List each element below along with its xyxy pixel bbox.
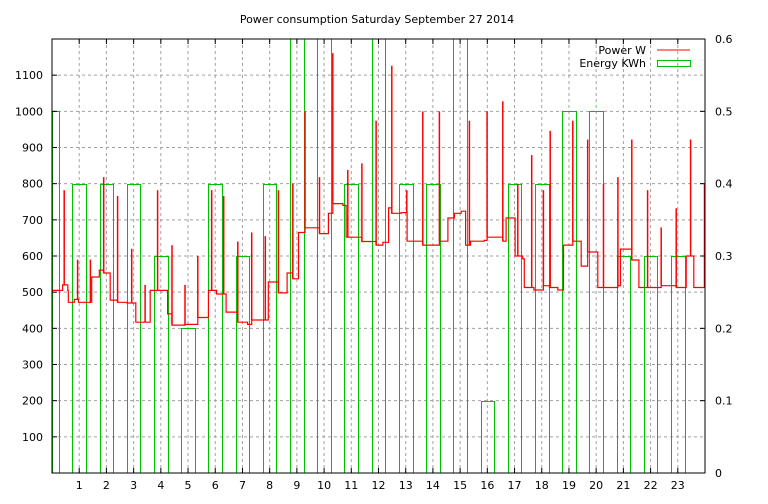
- energy-bar: [671, 256, 686, 473]
- y-tick-label: 1100: [15, 69, 43, 82]
- energy-bar: [72, 184, 87, 473]
- power-series: [52, 53, 705, 326]
- energy-bar: [100, 184, 114, 473]
- y2-tick-label: 0: [715, 467, 722, 480]
- legend-swatch-energy: [657, 60, 691, 67]
- x-tick-label: 2: [103, 479, 110, 492]
- x-tick-label: 16: [480, 479, 494, 492]
- energy-bar: [481, 401, 495, 473]
- energy-bar: [535, 184, 550, 473]
- x-tick-label: 4: [157, 479, 164, 492]
- legend: Power W Energy KWh: [579, 44, 691, 70]
- y-tick-label: 500: [22, 286, 43, 299]
- energy-bar: [617, 256, 631, 473]
- energy-bars: [52, 39, 686, 473]
- x-tick-label: 19: [562, 479, 576, 492]
- energy-bar: [236, 256, 250, 473]
- x-tick-label: 23: [671, 479, 685, 492]
- power-line: [52, 203, 705, 326]
- y-tick-label: 300: [22, 359, 43, 372]
- energy-bar: [562, 111, 577, 473]
- x-tick-label: 18: [535, 479, 549, 492]
- energy-bar: [644, 256, 658, 473]
- y-tick-label: 600: [22, 250, 43, 263]
- energy-bar: [263, 184, 277, 473]
- x-tick-label: 1: [76, 479, 83, 492]
- x-tick-label: 5: [185, 479, 192, 492]
- x-tick-label: 22: [644, 479, 658, 492]
- y-tick-label: 100: [22, 431, 43, 444]
- x-tick-label: 10: [317, 479, 331, 492]
- x-tick-label: 13: [399, 479, 413, 492]
- y-tick-label: 900: [22, 142, 43, 155]
- y-tick-label: 700: [22, 214, 43, 227]
- x-tick-label: 7: [239, 479, 246, 492]
- energy-bar: [344, 184, 359, 473]
- x-tick-label: 9: [293, 479, 300, 492]
- y-tick-label: 1000: [15, 105, 43, 118]
- y2-tick-label: 0.1: [715, 395, 733, 408]
- y2-tick-label: 0.6: [715, 33, 733, 46]
- energy-bar: [52, 111, 60, 473]
- energy-bar: [127, 184, 141, 473]
- x-tick-label: 21: [616, 479, 630, 492]
- x-tick-label: 14: [426, 479, 440, 492]
- y2-tick-label: 0.5: [715, 105, 733, 118]
- y-tick-label: 200: [22, 395, 43, 408]
- energy-bar: [453, 39, 468, 473]
- y-tick-label: 400: [22, 322, 43, 335]
- energy-bar: [154, 256, 169, 473]
- x-tick-label: 15: [453, 479, 467, 492]
- grid: [52, 39, 705, 473]
- energy-bar: [372, 39, 386, 473]
- energy-bar: [589, 111, 604, 473]
- x-tick-label: 11: [344, 479, 358, 492]
- x-tick-label: 17: [508, 479, 522, 492]
- energy-bar: [399, 184, 414, 473]
- x-tick-label: 12: [372, 479, 386, 492]
- y-tick-label: 800: [22, 178, 43, 191]
- axis-ticks: 1 2 3 4 5 6 7 8 9 10 11 12 13 14 15 16 17 18 19 20 21 22 23100…: [15, 33, 733, 492]
- x-tick-label: 20: [589, 479, 603, 492]
- energy-bar: [317, 39, 332, 473]
- energy-bar: [208, 184, 223, 473]
- energy-bar: [508, 184, 522, 473]
- energy-bar: [181, 328, 196, 473]
- legend-label-energy: Energy KWh: [579, 57, 646, 70]
- x-tick-label: 3: [130, 479, 137, 492]
- x-tick-label: 6: [212, 479, 219, 492]
- energy-bar: [426, 184, 441, 473]
- chart-title: Power consumption Saturday September 27 …: [240, 13, 514, 26]
- x-tick-label: 8: [266, 479, 273, 492]
- y2-tick-label: 0.3: [715, 250, 733, 263]
- y2-tick-label: 0.4: [715, 178, 733, 191]
- y2-tick-label: 0.2: [715, 322, 733, 335]
- legend-label-power: Power W: [598, 44, 646, 57]
